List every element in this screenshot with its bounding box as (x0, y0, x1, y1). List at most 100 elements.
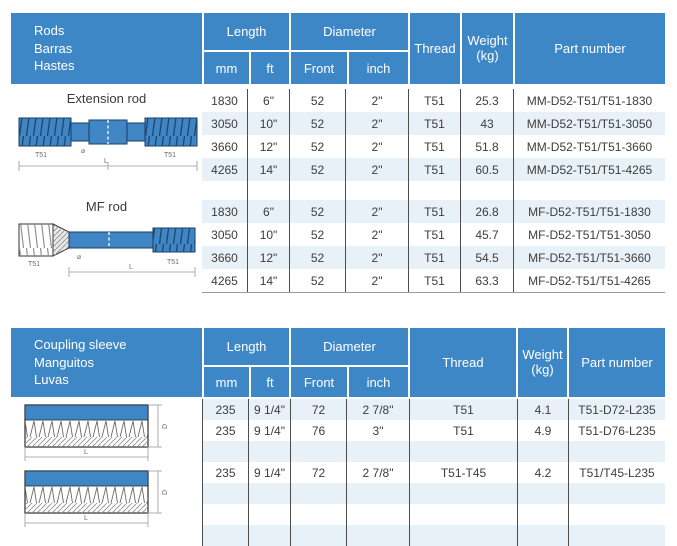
cell-diameter-front (290, 504, 346, 525)
cell-thread: T51-T45 (409, 462, 517, 483)
cell-length-mm: 1830 (211, 204, 238, 219)
cell-diameter-inch: 2" (345, 200, 408, 223)
rods-table-header: Rods Barras Hastes Length Diameter Threa… (11, 13, 665, 84)
rods-title-line: Hastes (34, 58, 75, 74)
cell-empty (247, 181, 289, 200)
header-ft: ft (249, 367, 289, 397)
table-row (203, 483, 665, 504)
cell-empty (408, 181, 460, 200)
table-row: 235 9 1/4" 72 2 7/8" T51-T45 4.2 T51/T45… (203, 462, 665, 483)
header-weight: Weight (kg) (460, 13, 513, 84)
table-row: 3660 12" 52 2" T51 54.5 MF-D52-T51/T51-3… (202, 246, 665, 269)
cell-diameter-front: 52 (289, 223, 345, 246)
cell-thread: T51 (408, 223, 460, 246)
table-row: 235 9 1/4" 72 2 7/8" T51 4.1 T51-D72-L23… (203, 399, 665, 420)
coupling-sleeve-drawing-icon: D L (24, 404, 169, 461)
cell-empty (345, 181, 408, 200)
header-weight-line1: Weight (467, 32, 508, 48)
cell-diameter-front: 52 (289, 89, 345, 112)
cell-length-ft (248, 483, 290, 504)
table-row: 1830 6" 52 2" T51 25.3 MM-D52-T51/T51-18… (202, 89, 665, 112)
cell-diameter-inch: 2" (345, 112, 408, 135)
cell-diameter-front: 52 (289, 158, 345, 181)
header-inch: inch (347, 52, 408, 84)
cell-thread: T51 (408, 89, 460, 112)
cell-diameter-front (290, 525, 346, 546)
cell-part-number: MM-D52-T51/T51-4265 (513, 158, 665, 181)
table-row: 235 9 1/4" 76 3" T51 4.9 T51-D76-L235 (203, 420, 665, 441)
cell-part-number (568, 525, 665, 546)
cell-weight: 4.9 (517, 420, 568, 441)
cell-length-mm: 3660 (211, 250, 238, 265)
cell-thread: T51 (409, 420, 517, 441)
table-row: 3050 10" 52 2" T51 45.7 MF-D52-T51/T51-3… (202, 223, 665, 246)
cell-empty (202, 181, 247, 200)
cell-weight (517, 483, 568, 504)
header-thread: Thread (408, 13, 460, 84)
coupling-title-line: Manguitos (34, 354, 94, 370)
cell-length-ft: 9 1/4" (248, 462, 290, 483)
cell-diameter-front: 52 (289, 135, 345, 158)
header-mm: mm (204, 367, 249, 397)
cell-thread: T51 (408, 112, 460, 135)
length-dim-label: L (129, 264, 133, 271)
cell-length-ft: 9 1/4" (248, 420, 290, 441)
cell-length-ft (248, 504, 290, 525)
header-thread: Thread (408, 328, 516, 397)
cell-diameter-inch: 2 7/8" (346, 462, 409, 483)
header-weight: Weight (kg) (516, 328, 567, 397)
cell-length-mm: 3660 (211, 139, 238, 154)
mf-rod-drawing-icon: T51 T51 ⌀ L (18, 223, 196, 277)
cell-length-ft: 6" (247, 89, 289, 112)
cell-length-ft: 14" (247, 269, 289, 292)
cell-part-number: MF-D52-T51/T51-4265 (513, 269, 665, 292)
cell-length-mm: 235 (215, 402, 236, 417)
cell-length-ft: 9 1/4" (248, 399, 290, 420)
cell-weight: 4.1 (517, 399, 568, 420)
thread-label-left: T51 (35, 152, 47, 159)
header-diameter-subrow: Front inch (289, 365, 408, 397)
rods-table-body: Extension rod T51 T51 ⌀ (11, 89, 665, 293)
table-row (203, 525, 665, 546)
cell-length-mm: 1830 (211, 93, 238, 108)
extension-rod-diagram: Extension rod T51 T51 ⌀ (11, 91, 202, 181)
extension-rod-drawing-icon: T51 T51 ⌀ L (18, 117, 198, 171)
cell-length-ft: 12" (247, 246, 289, 269)
diameter-dim-label: D (162, 490, 169, 495)
diameter-symbol: ⌀ (77, 254, 81, 261)
mf-rod-diagram: MF rod T51 T51 ⌀ (11, 199, 202, 285)
coupling-sleeve-drawing-icon: D L (24, 470, 169, 527)
extension-rod-title: Extension rod (66, 91, 147, 106)
cell-diameter-front: 52 (289, 246, 345, 269)
cell-part-number: MM-D52-T51/T51-3660 (513, 135, 665, 158)
cell-weight (517, 525, 568, 546)
cell-thread (409, 441, 517, 462)
header-front: Front (291, 52, 347, 84)
cell-weight: 51.8 (460, 135, 513, 158)
length-dim-label: L (84, 515, 88, 522)
mf-rod-title: MF rod (85, 199, 128, 214)
cell-part-number: T51-D72-L235 (568, 399, 665, 420)
cell-length-mm: 235 (215, 465, 236, 480)
cell-diameter-front (290, 483, 346, 504)
cell-part-number: MF-D52-T51/T51-3050 (513, 223, 665, 246)
header-part-number: Part number (567, 328, 665, 397)
cell-length-mm (203, 441, 248, 462)
header-length: Length (202, 328, 289, 365)
cell-part-number (568, 441, 665, 462)
header-ft: ft (249, 52, 289, 84)
header-front: Front (291, 367, 347, 397)
coupling-title-cell: Coupling sleeve Manguitos Luvas (11, 328, 202, 397)
cell-diameter-inch (346, 441, 409, 462)
cell-diameter-inch: 2" (345, 135, 408, 158)
cell-diameter-inch: 2" (345, 89, 408, 112)
cell-diameter-inch (346, 504, 409, 525)
header-inch: inch (347, 367, 408, 397)
rods-title-line: Rods (34, 23, 65, 39)
cell-diameter-inch (346, 525, 409, 546)
cell-diameter-inch: 2 7/8" (346, 399, 409, 420)
cell-length-ft: 12" (247, 135, 289, 158)
cell-empty (289, 181, 345, 200)
header-length-subrow: mm ft (202, 50, 289, 84)
